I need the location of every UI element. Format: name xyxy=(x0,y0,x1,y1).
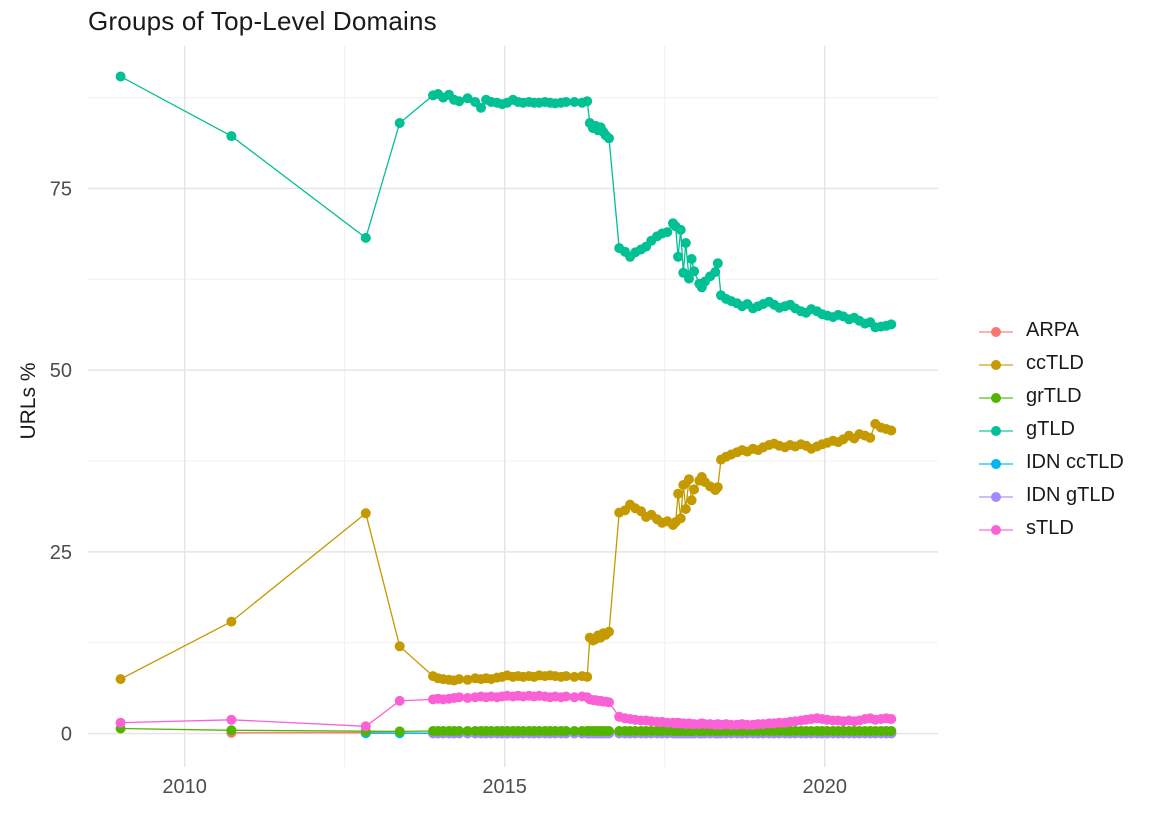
legend-label: gTLD xyxy=(1026,418,1075,440)
y-axis-title: URLs % xyxy=(17,362,40,440)
legend-item-cctld: ccTLD xyxy=(978,347,1124,380)
svg-text:25: 25 xyxy=(50,542,72,564)
series-cctld xyxy=(115,418,897,686)
legend-item-arpa: ARPA xyxy=(978,314,1124,347)
legend-marker-icon xyxy=(978,523,1014,535)
legend-marker-icon xyxy=(978,424,1014,436)
legend-marker-icon xyxy=(978,490,1014,502)
gridlines-major xyxy=(88,46,938,767)
tick-labels: 0 25 50 75 2010 2015 2020 xyxy=(50,178,847,798)
legend-item-gtld: gTLD xyxy=(978,413,1124,446)
svg-text:0: 0 xyxy=(61,724,72,746)
svg-text:50: 50 xyxy=(50,360,72,382)
gridlines-minor xyxy=(88,46,938,767)
legend-item-idn-cctld: IDN ccTLD xyxy=(978,446,1124,479)
legend-item-stld: sTLD xyxy=(978,512,1124,545)
legend-label: ARPA xyxy=(1026,319,1079,341)
legend-marker-icon xyxy=(978,358,1014,370)
svg-text:2020: 2020 xyxy=(802,776,847,798)
legend-marker-icon xyxy=(978,325,1014,337)
legend-item-idn-gtld: IDN gTLD xyxy=(978,479,1124,512)
svg-text:75: 75 xyxy=(50,178,72,200)
legend-marker-icon xyxy=(978,391,1014,403)
legend: ARPA ccTLD grTLD gTLD IDN ccTLD IDN gTLD… xyxy=(978,314,1124,545)
legend-marker-icon xyxy=(978,457,1014,469)
series-stld xyxy=(115,690,897,732)
legend-label: IDN gTLD xyxy=(1026,484,1115,506)
legend-label: ccTLD xyxy=(1026,352,1084,374)
legend-label: sTLD xyxy=(1026,517,1074,539)
legend-label: grTLD xyxy=(1026,385,1082,407)
legend-item-grtld: grTLD xyxy=(978,380,1124,413)
series-gtld xyxy=(115,71,897,333)
svg-text:2015: 2015 xyxy=(482,776,527,798)
svg-text:2010: 2010 xyxy=(162,776,207,798)
legend-label: IDN ccTLD xyxy=(1026,451,1124,473)
chart-title: Groups of Top-Level Domains xyxy=(88,6,437,36)
